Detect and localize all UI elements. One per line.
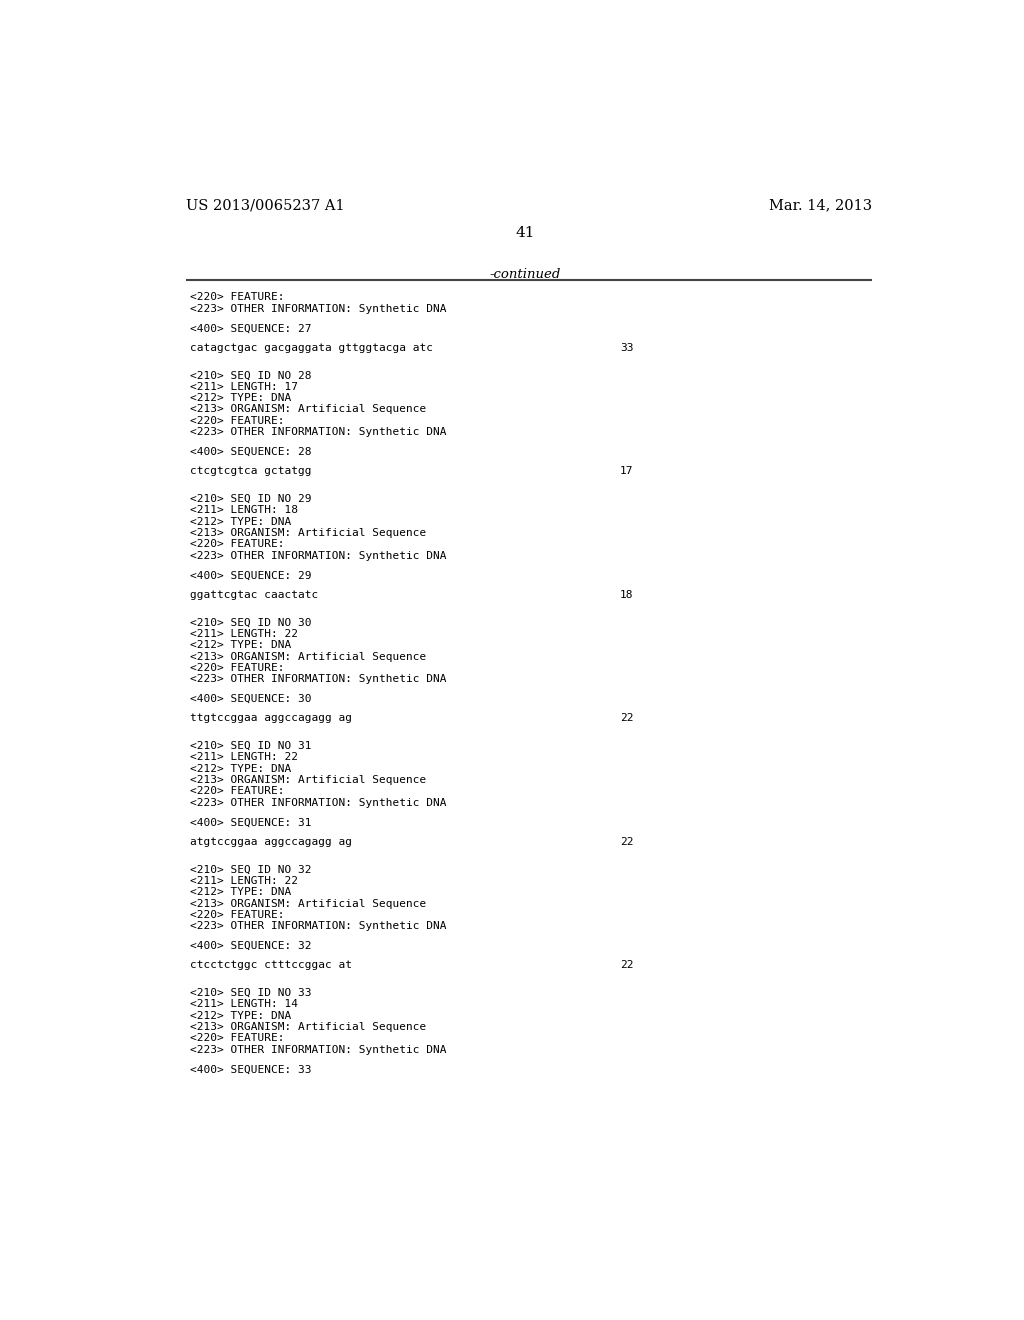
Text: <210> SEQ ID NO 30: <210> SEQ ID NO 30 [190, 618, 311, 627]
Text: <223> OTHER INFORMATION: Synthetic DNA: <223> OTHER INFORMATION: Synthetic DNA [190, 675, 446, 684]
Text: catagctgac gacgaggata gttggtacga atc: catagctgac gacgaggata gttggtacga atc [190, 343, 433, 352]
Text: <212> TYPE: DNA: <212> TYPE: DNA [190, 393, 291, 403]
Text: <213> ORGANISM: Artificial Sequence: <213> ORGANISM: Artificial Sequence [190, 528, 426, 539]
Text: <211> LENGTH: 17: <211> LENGTH: 17 [190, 381, 298, 392]
Text: <211> LENGTH: 18: <211> LENGTH: 18 [190, 506, 298, 515]
Text: <212> TYPE: DNA: <212> TYPE: DNA [190, 516, 291, 527]
Text: <213> ORGANISM: Artificial Sequence: <213> ORGANISM: Artificial Sequence [190, 404, 426, 414]
Text: <212> TYPE: DNA: <212> TYPE: DNA [190, 887, 291, 898]
Text: <400> SEQUENCE: 27: <400> SEQUENCE: 27 [190, 323, 311, 333]
Text: <213> ORGANISM: Artificial Sequence: <213> ORGANISM: Artificial Sequence [190, 775, 426, 785]
Text: <223> OTHER INFORMATION: Synthetic DNA: <223> OTHER INFORMATION: Synthetic DNA [190, 797, 446, 808]
Text: <400> SEQUENCE: 32: <400> SEQUENCE: 32 [190, 941, 311, 950]
Text: <210> SEQ ID NO 32: <210> SEQ ID NO 32 [190, 865, 311, 874]
Text: <220> FEATURE:: <220> FEATURE: [190, 663, 285, 673]
Text: <220> FEATURE:: <220> FEATURE: [190, 540, 285, 549]
Text: 18: 18 [621, 590, 634, 599]
Text: ggattcgtac caactatc: ggattcgtac caactatc [190, 590, 318, 599]
Text: <400> SEQUENCE: 30: <400> SEQUENCE: 30 [190, 694, 311, 704]
Text: <220> FEATURE:: <220> FEATURE: [190, 293, 285, 302]
Text: ctcctctggc ctttccggac at: ctcctctggc ctttccggac at [190, 960, 352, 970]
Text: <212> TYPE: DNA: <212> TYPE: DNA [190, 763, 291, 774]
Text: <212> TYPE: DNA: <212> TYPE: DNA [190, 640, 291, 651]
Text: atgtccggaa aggccagagg ag: atgtccggaa aggccagagg ag [190, 837, 352, 846]
Text: US 2013/0065237 A1: US 2013/0065237 A1 [186, 198, 345, 213]
Text: <213> ORGANISM: Artificial Sequence: <213> ORGANISM: Artificial Sequence [190, 652, 426, 661]
Text: <210> SEQ ID NO 31: <210> SEQ ID NO 31 [190, 741, 311, 751]
Text: 33: 33 [621, 343, 634, 352]
Text: <223> OTHER INFORMATION: Synthetic DNA: <223> OTHER INFORMATION: Synthetic DNA [190, 1045, 446, 1055]
Text: <400> SEQUENCE: 33: <400> SEQUENCE: 33 [190, 1064, 311, 1074]
Text: <220> FEATURE:: <220> FEATURE: [190, 787, 285, 796]
Text: <220> FEATURE:: <220> FEATURE: [190, 909, 285, 920]
Text: <213> ORGANISM: Artificial Sequence: <213> ORGANISM: Artificial Sequence [190, 1022, 426, 1032]
Text: ctcgtcgtca gctatgg: ctcgtcgtca gctatgg [190, 466, 311, 477]
Text: <400> SEQUENCE: 29: <400> SEQUENCE: 29 [190, 570, 311, 581]
Text: ttgtccggaa aggccagagg ag: ttgtccggaa aggccagagg ag [190, 713, 352, 723]
Text: <210> SEQ ID NO 29: <210> SEQ ID NO 29 [190, 494, 311, 504]
Text: <211> LENGTH: 22: <211> LENGTH: 22 [190, 628, 298, 639]
Text: -continued: -continued [489, 268, 560, 281]
Text: <400> SEQUENCE: 31: <400> SEQUENCE: 31 [190, 817, 311, 828]
Text: <220> FEATURE:: <220> FEATURE: [190, 416, 285, 426]
Text: <223> OTHER INFORMATION: Synthetic DNA: <223> OTHER INFORMATION: Synthetic DNA [190, 921, 446, 932]
Text: 22: 22 [621, 713, 634, 723]
Text: <210> SEQ ID NO 28: <210> SEQ ID NO 28 [190, 371, 311, 380]
Text: <213> ORGANISM: Artificial Sequence: <213> ORGANISM: Artificial Sequence [190, 899, 426, 908]
Text: <223> OTHER INFORMATION: Synthetic DNA: <223> OTHER INFORMATION: Synthetic DNA [190, 550, 446, 561]
Text: 22: 22 [621, 837, 634, 846]
Text: <212> TYPE: DNA: <212> TYPE: DNA [190, 1011, 291, 1020]
Text: 22: 22 [621, 960, 634, 970]
Text: <211> LENGTH: 14: <211> LENGTH: 14 [190, 999, 298, 1010]
Text: <220> FEATURE:: <220> FEATURE: [190, 1034, 285, 1043]
Text: <211> LENGTH: 22: <211> LENGTH: 22 [190, 752, 298, 762]
Text: 17: 17 [621, 466, 634, 477]
Text: <211> LENGTH: 22: <211> LENGTH: 22 [190, 875, 298, 886]
Text: 41: 41 [515, 226, 535, 240]
Text: Mar. 14, 2013: Mar. 14, 2013 [769, 198, 872, 213]
Text: <223> OTHER INFORMATION: Synthetic DNA: <223> OTHER INFORMATION: Synthetic DNA [190, 304, 446, 314]
Text: <210> SEQ ID NO 33: <210> SEQ ID NO 33 [190, 987, 311, 998]
Text: <223> OTHER INFORMATION: Synthetic DNA: <223> OTHER INFORMATION: Synthetic DNA [190, 428, 446, 437]
Text: <400> SEQUENCE: 28: <400> SEQUENCE: 28 [190, 446, 311, 457]
